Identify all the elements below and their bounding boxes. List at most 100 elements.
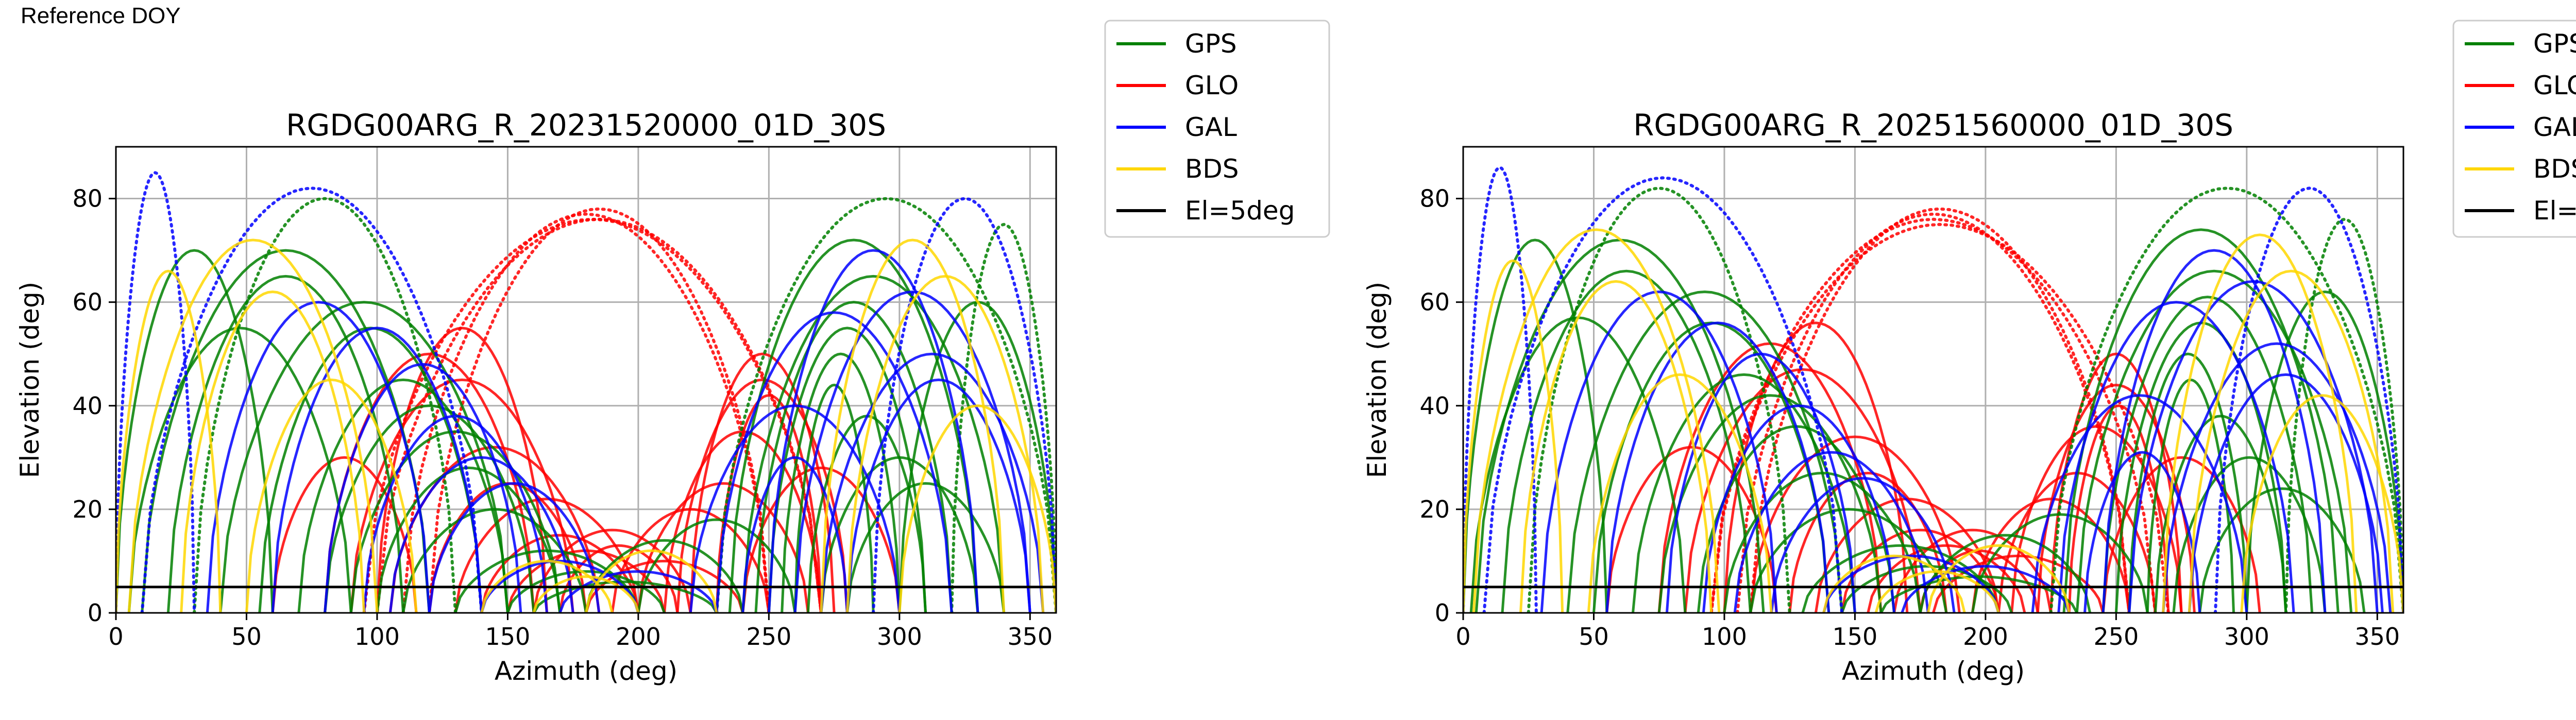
series-arc-gal [363,415,548,613]
series-arc-bds [1463,259,1564,613]
series-arc-glo [1605,445,1778,613]
series-arc-gps [1527,186,1791,613]
x-tick-label: 0 [1455,623,1470,650]
series-arc-gal [2057,301,2295,613]
x-tick-label: 50 [1579,623,1609,650]
x-tick-label: 300 [877,623,922,650]
series-arc-bds [820,238,1006,613]
series-arc-glo [637,482,809,613]
legend-label: El=5deg [2533,196,2576,226]
plot-frame [115,146,1057,614]
series-arc-gal [2128,280,2379,613]
series-arc-gps [1723,471,1922,613]
y-tick-label: 40 [1419,392,1450,420]
series-arc-gal [2188,373,2384,613]
legend-label: GAL [2533,112,2576,142]
legend-label: BDS [1185,154,1239,184]
series-arc-glo [271,456,418,613]
series-arc-gal [2102,249,2327,613]
series-arc-glo [375,217,823,613]
series-arc-glo [454,498,640,613]
series-arc-bds [245,378,418,613]
series-arc-bds [845,275,1045,613]
legend-label: BDS [2533,154,2576,184]
x-tick-label: 200 [616,623,661,650]
y-tick-label: 20 [72,495,103,523]
series-arc-glo [401,212,771,613]
series-arc-glo [676,378,849,613]
series-arc-gal [116,171,196,613]
y-axis-label: Elevation (deg) [15,282,45,478]
y-tick-label: 20 [1419,495,1450,523]
x-tick-label: 300 [2224,623,2269,650]
legend-panel-2: GPS GLO GAL BDS El=5deg [2452,20,2576,238]
series-arc-glo [2102,456,2261,613]
series-arc-gal [2214,186,2403,613]
series-arc-glo [1723,321,1909,613]
series-arc-gps [845,482,1006,613]
series-arc-gps [728,238,979,613]
series-arc-gps [754,301,953,613]
y-tick-label: 0 [88,599,103,627]
series-arc-gal [872,197,1056,613]
series-arc-gal [715,311,953,613]
series-arc-glo [428,207,771,613]
series-arc-gps [950,222,1056,613]
series-arc-bds [898,404,1056,613]
series-arc-bds [116,269,222,613]
series-arc-bds [1822,554,1966,613]
series-arc-gal [1770,477,1956,613]
series-arc-glo [2010,425,2183,613]
legend-box [2452,20,2576,238]
series-arc-gps [2284,217,2403,613]
legend-label: GLO [2533,71,2576,100]
series-arc-bds [2188,269,2395,613]
chart-panel-2: 0 50 100 150 200 250 300 350 0 20 40 60 80 RGDG00ARG_… [1362,108,2404,686]
series-arc-glo [558,544,679,613]
x-tick-label: 250 [2093,623,2139,650]
series-arc-gps [1632,373,1856,613]
chart-panel-1: 0 50 100 150 200 250 300 350 0 20 40 60 80 RGDG00ARG_… [15,108,1057,686]
x-tick-label: 50 [231,623,262,650]
series-arc-bds [2240,394,2403,613]
series-arc-gal [480,559,640,613]
series-arc-bds [1519,280,1713,613]
chart-title: RGDG00ARG_R_20251560000_01D_30S [1633,108,2233,143]
series-arc-glo [376,327,548,613]
series-arc-glo [1736,212,2131,613]
data-layer [116,171,1056,613]
series-arc-gps [2198,487,2366,613]
x-tick-label: 250 [746,623,791,650]
y-axis-label: Elevation (deg) [1362,282,1392,478]
series-arc-bds [127,238,379,613]
series-arc-gps [402,508,587,613]
series-arc-gal [1822,554,2000,613]
series-arc-gps [585,539,744,613]
series-arc-gps [219,301,509,613]
series-arc-glo [532,528,692,613]
series-arc-gal [1540,290,1778,613]
series-arc-gps [741,275,1006,613]
series-arc-gal [140,186,483,613]
series-arc-gal [689,404,901,613]
series-arc-glo [2036,384,2196,613]
series-arc-gps [532,580,718,613]
series-arc-gal [1463,165,1538,613]
series-arc-glo [1684,368,1922,613]
series-arc-gal [1702,404,1895,613]
series-arc-gps [2172,456,2327,613]
series-arc-gps [1566,290,1843,613]
series-arc-gps [2102,296,2314,613]
series-arc-gal [558,570,718,613]
reference-doy-label: Reference DOY [21,3,181,28]
plot-frame [1462,146,2404,614]
x-tick-label: 100 [1702,623,1747,650]
series-arc-gps [820,456,979,613]
y-tick-label: 80 [72,185,103,213]
series-arc-gps [2245,290,2403,613]
series-arc-glo [689,352,836,613]
series-arc-gps [767,327,927,613]
series-arc-gal [428,482,601,613]
x-axis-label: Azimuth (deg) [1842,656,2025,686]
series-arc-gal [1901,564,2071,613]
